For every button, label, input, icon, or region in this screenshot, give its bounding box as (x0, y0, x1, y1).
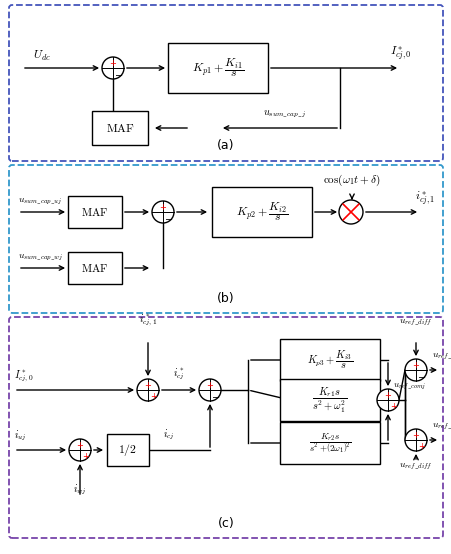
Circle shape (338, 200, 362, 224)
Text: $+$: $+$ (206, 379, 213, 389)
Text: $\cos(\omega_1 t+\delta)$: $\cos(\omega_1 t+\delta)$ (322, 173, 380, 188)
Text: $1/2$: $1/2$ (118, 442, 137, 458)
Text: $\boldsymbol{i_{wj}}$: $\boldsymbol{i_{wj}}$ (73, 483, 87, 497)
Text: $\boldsymbol{u_{ref\_diff}}$: $\boldsymbol{u_{ref\_diff}}$ (398, 318, 432, 328)
Text: $K_{p3}+\dfrac{K_{i3}}{s}$: $K_{p3}+\dfrac{K_{i3}}{s}$ (306, 349, 352, 371)
Circle shape (376, 389, 398, 411)
Text: (a): (a) (217, 139, 234, 152)
FancyBboxPatch shape (68, 252, 122, 284)
Text: $K_{p1}+\dfrac{K_{i1}}{s}$: $K_{p1}+\dfrac{K_{i1}}{s}$ (192, 57, 244, 79)
Text: $+$: $+$ (417, 441, 425, 451)
Text: $+$: $+$ (82, 451, 90, 461)
Text: $\dfrac{K_{r1}s}{s^2+\omega_1^2}$: $\dfrac{K_{r1}s}{s^2+\omega_1^2}$ (312, 385, 347, 415)
Text: $-$: $-$ (114, 69, 123, 79)
Text: $K_{p2}+\dfrac{K_{i2}}{s}$: $K_{p2}+\dfrac{K_{i2}}{s}$ (235, 201, 287, 223)
Text: $+$: $+$ (109, 58, 117, 68)
Circle shape (69, 439, 91, 461)
FancyBboxPatch shape (68, 196, 122, 228)
Text: $\boldsymbol{I^*_{cj,0}}$: $\boldsymbol{I^*_{cj,0}}$ (14, 369, 33, 384)
Text: $\boldsymbol{u_{ref\_wj}}$: $\boldsymbol{u_{ref\_wj}}$ (431, 422, 451, 432)
Text: $+$: $+$ (389, 401, 397, 411)
Text: $\boldsymbol{i^*_{cj,1}}$: $\boldsymbol{i^*_{cj,1}}$ (414, 189, 434, 207)
Text: $+$: $+$ (144, 379, 152, 389)
Circle shape (152, 201, 174, 223)
Text: $+$: $+$ (159, 202, 167, 212)
Text: (b): (b) (217, 292, 234, 305)
Text: $\boldsymbol{i_{uj}}$: $\boldsymbol{i_{uj}}$ (14, 429, 27, 443)
FancyBboxPatch shape (279, 339, 379, 381)
Text: $\boldsymbol{u_{ref\_diff}}$: $\boldsymbol{u_{ref\_diff}}$ (398, 462, 432, 472)
FancyBboxPatch shape (168, 43, 267, 93)
Text: $+$: $+$ (150, 391, 158, 401)
Text: $\boldsymbol{u_{ref\_uj}}$: $\boldsymbol{u_{ref\_uj}}$ (431, 352, 451, 362)
Text: $+$: $+$ (76, 439, 84, 449)
Circle shape (404, 359, 426, 381)
Text: $\mathrm{MAF}$: $\mathrm{MAF}$ (81, 206, 108, 218)
Text: $-$: $-$ (417, 371, 426, 381)
Text: $u_{sum\_cap\_j}$: $u_{sum\_cap\_j}$ (263, 109, 306, 120)
Text: $-$: $-$ (164, 213, 173, 223)
FancyBboxPatch shape (107, 434, 149, 466)
Text: $\boldsymbol{i^*_{cj,1}}$: $\boldsymbol{i^*_{cj,1}}$ (138, 313, 157, 328)
Text: $+$: $+$ (411, 429, 419, 439)
Circle shape (137, 379, 159, 401)
Text: $+$: $+$ (383, 389, 391, 399)
Text: $u_{sum\_cap\_wj}$: $u_{sum\_cap\_wj}$ (18, 253, 63, 263)
Circle shape (102, 57, 124, 79)
FancyBboxPatch shape (212, 187, 311, 237)
Text: $\dfrac{K_{r2}s}{s^2+\!\left(2\omega_1\right)^{\!2}}$: $\dfrac{K_{r2}s}{s^2+\!\left(2\omega_1\r… (308, 431, 350, 455)
Text: $\boldsymbol{U_{dc}}$: $\boldsymbol{U_{dc}}$ (33, 49, 51, 63)
Text: $-$: $-$ (211, 391, 220, 401)
Text: $\boldsymbol{I^*_{cj,0}}$: $\boldsymbol{I^*_{cj,0}}$ (389, 44, 411, 62)
Text: (c): (c) (217, 517, 234, 530)
Circle shape (198, 379, 221, 401)
Text: $\boldsymbol{i_{cj}}$: $\boldsymbol{i_{cj}}$ (163, 428, 175, 442)
Text: $\mathrm{MAF}$: $\mathrm{MAF}$ (81, 262, 108, 274)
Text: $\boldsymbol{u_{ref\_comj}}$: $\boldsymbol{u_{ref\_comj}}$ (392, 382, 425, 392)
Circle shape (404, 429, 426, 451)
Text: $\mathrm{MAF}$: $\mathrm{MAF}$ (105, 121, 134, 135)
Text: $\boldsymbol{i^*_{cj}}$: $\boldsymbol{i^*_{cj}}$ (173, 367, 184, 382)
Text: $+$: $+$ (411, 360, 419, 370)
FancyBboxPatch shape (92, 111, 147, 145)
FancyBboxPatch shape (279, 422, 379, 464)
Text: $u_{sum\_cap\_uj}$: $u_{sum\_cap\_uj}$ (18, 197, 62, 207)
FancyBboxPatch shape (279, 379, 379, 421)
